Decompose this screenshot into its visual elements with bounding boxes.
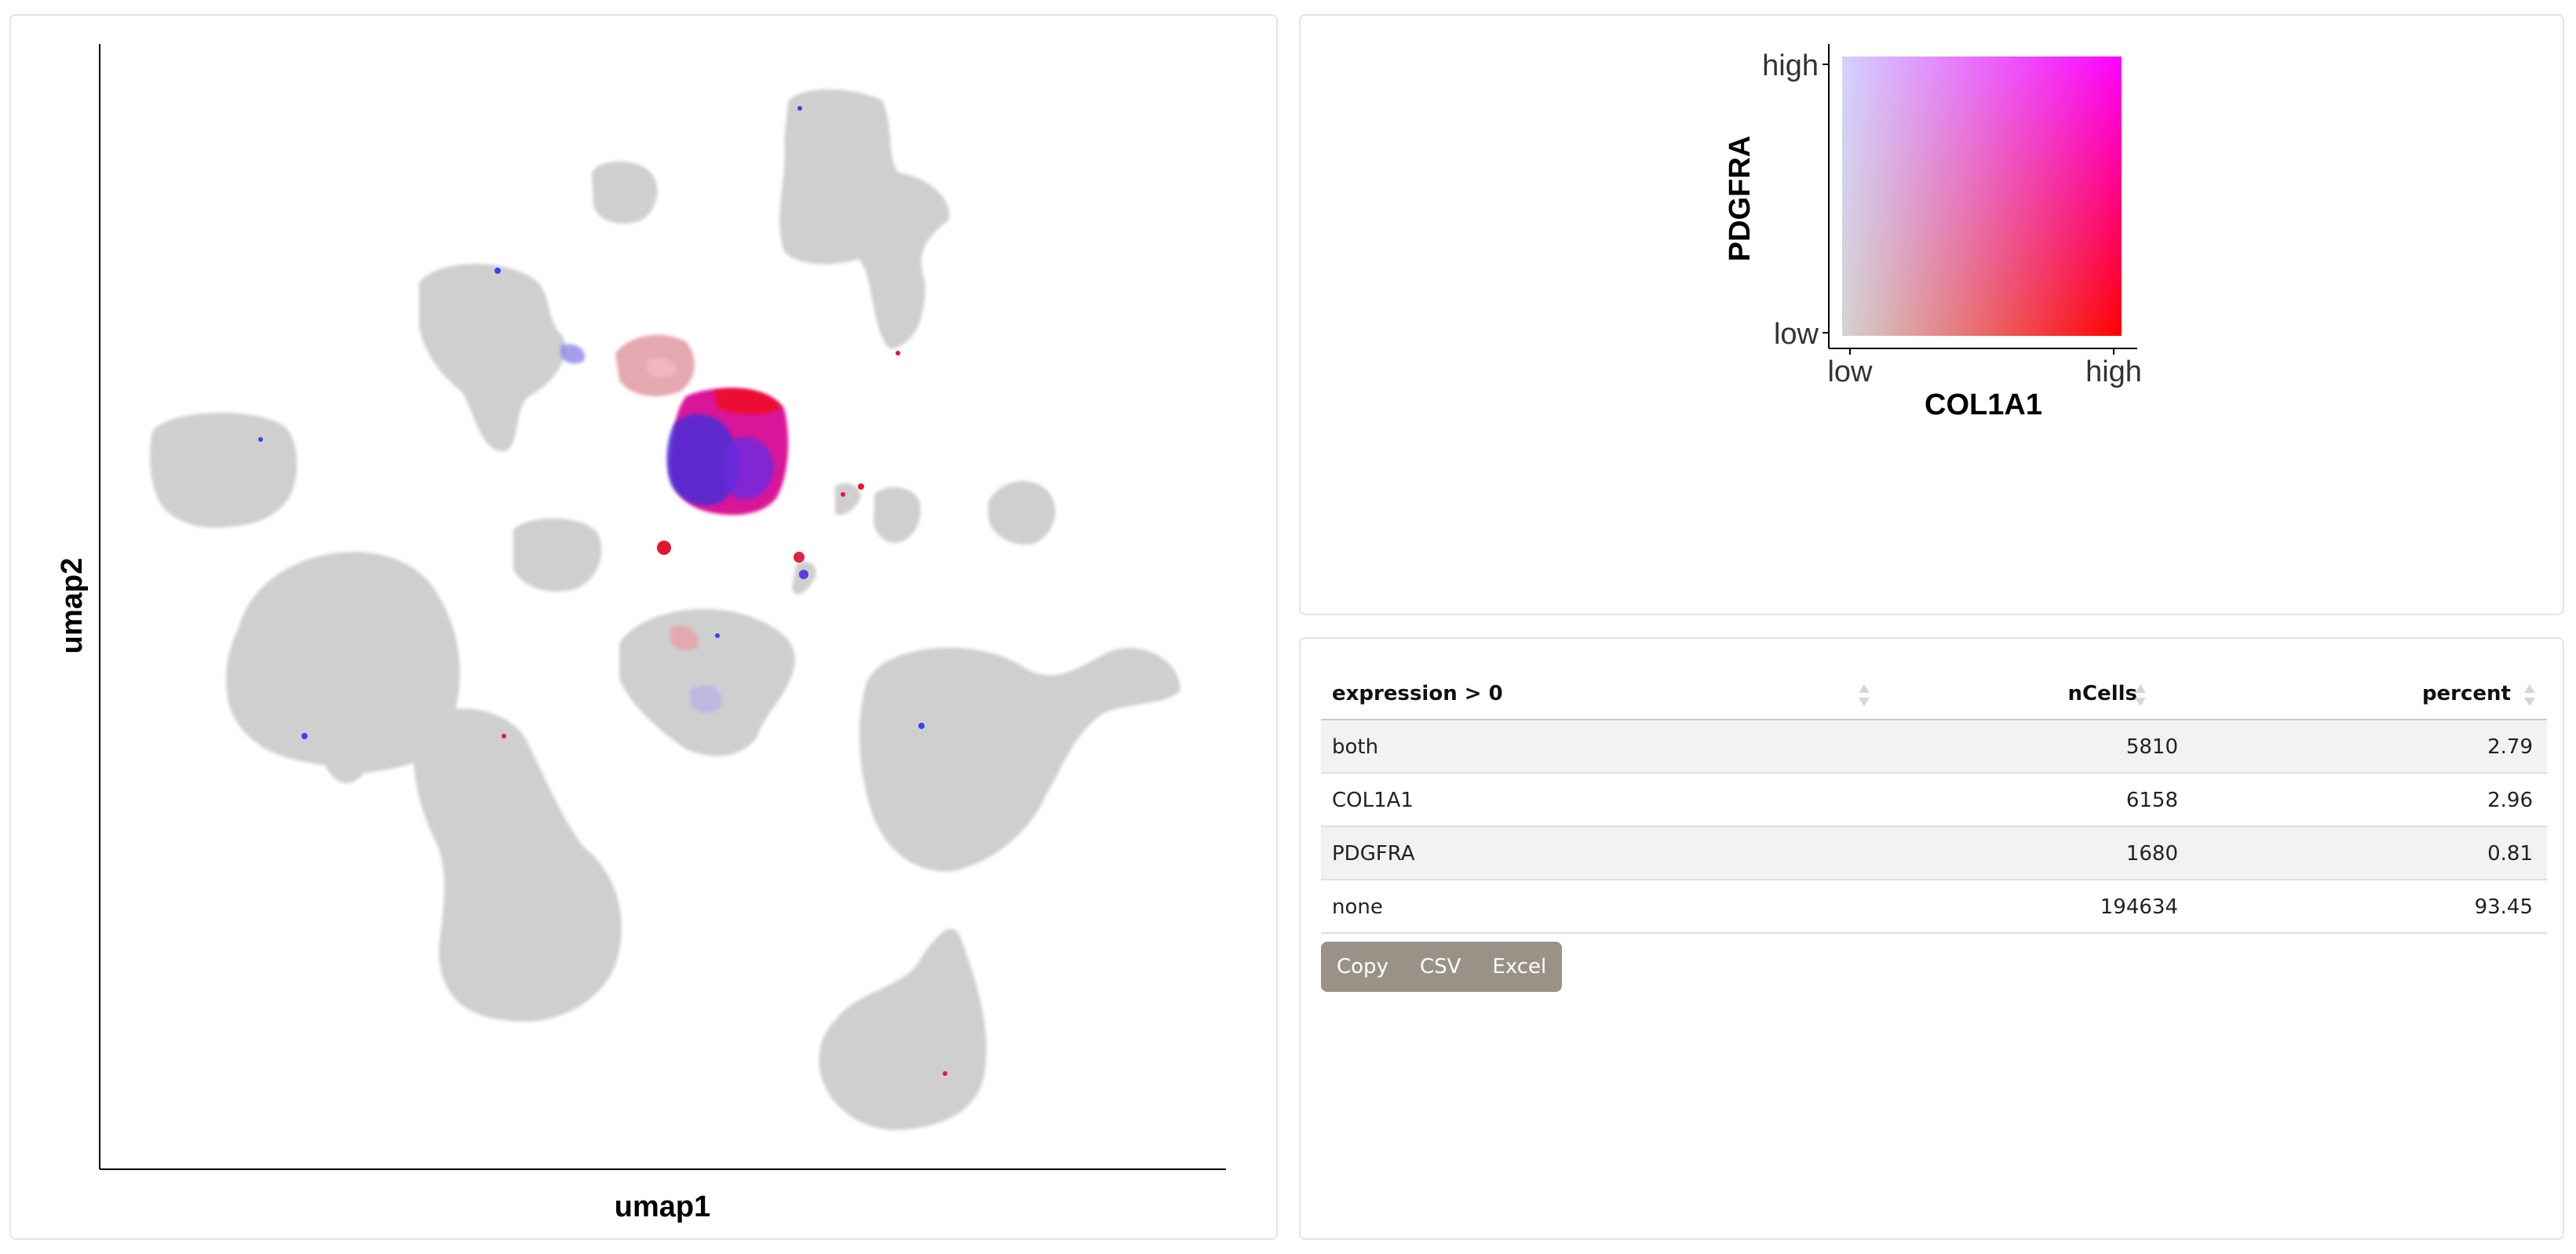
row-label: both bbox=[1332, 735, 1379, 759]
legend-x-low-label: low bbox=[1827, 355, 1873, 388]
cluster-bottom-right bbox=[819, 928, 987, 1130]
cluster-small-mid bbox=[513, 518, 602, 592]
x-axis-label: umap1 bbox=[615, 1190, 710, 1223]
table-row: both 5810 2.79 bbox=[1321, 720, 2547, 774]
cluster-right-small-b bbox=[873, 487, 921, 543]
sort-icon[interactable] bbox=[2134, 683, 2147, 708]
row-percent: 2.96 bbox=[2487, 789, 2533, 812]
cluster-center-lower bbox=[619, 609, 795, 756]
cluster-upper-left bbox=[419, 264, 566, 452]
table-header: expression > 0 nCells percent bbox=[1321, 667, 2547, 720]
column-header-expression[interactable]: expression > 0 bbox=[1332, 682, 1503, 705]
cluster-bottom-left bbox=[413, 709, 622, 1022]
expression-table: expression > 0 nCells percent both 5810 … bbox=[1321, 667, 2547, 934]
legend-color-grid bbox=[1842, 57, 2122, 336]
column-header-ncells[interactable]: nCells bbox=[2067, 682, 2137, 705]
row-percent: 93.45 bbox=[2474, 895, 2533, 919]
legend-y-low-label: low bbox=[1774, 318, 1819, 351]
table-row: PDGFRA 1680 0.81 bbox=[1321, 827, 2547, 880]
row-ncells: 5810 bbox=[2125, 735, 2178, 759]
bivariate-legend: high low low high COL1A1 PDGFRA bbox=[1724, 44, 2142, 421]
row-percent: 0.81 bbox=[2487, 842, 2533, 866]
copy-button[interactable]: Copy bbox=[1321, 942, 1404, 992]
cluster-right-small-a bbox=[988, 481, 1056, 545]
row-label: none bbox=[1332, 895, 1383, 919]
csv-button[interactable]: CSV bbox=[1404, 942, 1476, 992]
legend-y-high-label: high bbox=[1762, 49, 1819, 82]
row-label: PDGFRA bbox=[1332, 842, 1415, 866]
row-ncells: 1680 bbox=[2125, 842, 2178, 866]
column-header-percent[interactable]: percent bbox=[2421, 682, 2511, 705]
export-button-group: Copy CSV Excel bbox=[1321, 942, 1563, 992]
sort-icon[interactable] bbox=[1858, 683, 1870, 708]
legend-x-high-label: high bbox=[2085, 355, 2142, 388]
cluster-right-large bbox=[859, 647, 1180, 872]
row-ncells: 6158 bbox=[2125, 789, 2178, 812]
legend-y-title: PDGFRA bbox=[1724, 136, 1757, 261]
expression-table-panel: expression > 0 nCells percent both 5810 … bbox=[1299, 637, 2564, 1240]
cluster-strand bbox=[835, 483, 861, 516]
umap-plot-panel: umap1 umap2 bbox=[9, 14, 1278, 1240]
table-row: none 194634 93.45 bbox=[1321, 880, 2547, 934]
cluster-left-mid bbox=[150, 413, 297, 528]
bivariate-legend-panel: high low low high COL1A1 PDGFRA bbox=[1299, 14, 2564, 615]
excel-button[interactable]: Excel bbox=[1476, 942, 1562, 992]
cluster-left-large bbox=[226, 552, 460, 784]
umap-plot: umap1 umap2 bbox=[56, 44, 1226, 1223]
y-axis-label: umap2 bbox=[56, 558, 89, 654]
row-percent: 2.79 bbox=[2487, 735, 2533, 759]
row-label: COL1A1 bbox=[1332, 789, 1414, 812]
cell-clusters bbox=[150, 89, 1180, 1130]
cluster-top-right bbox=[779, 89, 950, 350]
row-ncells: 194634 bbox=[2100, 895, 2178, 919]
cluster-top-small bbox=[592, 161, 658, 224]
legend-x-title: COL1A1 bbox=[1925, 388, 2042, 421]
sort-icon[interactable] bbox=[2523, 683, 2536, 708]
expressing-cells bbox=[258, 106, 947, 1076]
table-row: COL1A1 6158 2.96 bbox=[1321, 774, 2547, 827]
